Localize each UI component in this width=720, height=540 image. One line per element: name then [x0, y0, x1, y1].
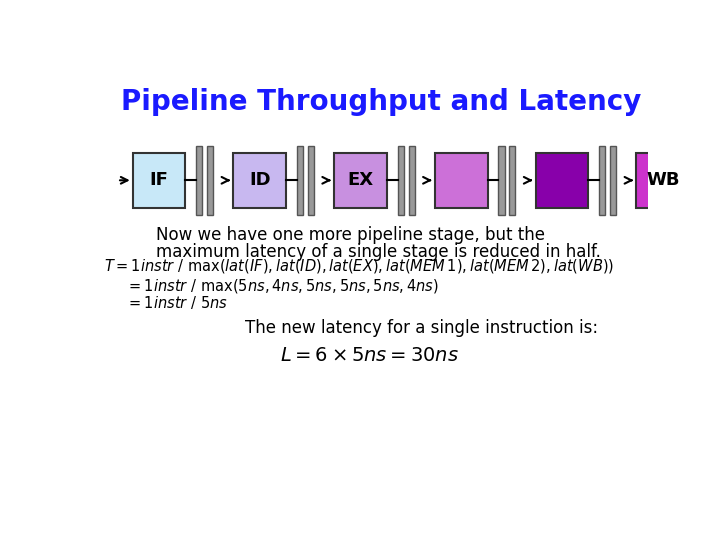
Text: The new latency for a single instruction is:: The new latency for a single instruction…: [245, 319, 598, 337]
Bar: [700, 146, 706, 215]
Bar: [408, 146, 415, 215]
Bar: [297, 146, 303, 215]
Bar: [334, 153, 387, 208]
Bar: [397, 146, 404, 215]
Bar: [536, 153, 588, 208]
Bar: [509, 146, 516, 215]
Bar: [307, 146, 314, 215]
Bar: [196, 146, 202, 215]
Bar: [233, 153, 286, 208]
Text: $T = 1instr\ /\ \mathrm{max}(lat(IF), lat(ID), lat(EX), lat(MEM\,1), lat(MEM\,2): $T = 1instr\ /\ \mathrm{max}(lat(IF), la…: [104, 257, 614, 275]
Text: WB: WB: [646, 171, 680, 190]
Bar: [610, 146, 616, 215]
Bar: [636, 153, 689, 208]
Bar: [498, 146, 505, 215]
Text: maximum latency of a single stage is reduced in half.: maximum latency of a single stage is red…: [156, 244, 600, 261]
Bar: [132, 153, 185, 208]
Text: EX: EX: [348, 171, 374, 190]
Bar: [599, 146, 606, 215]
Bar: [207, 146, 213, 215]
Bar: [711, 146, 717, 215]
Text: Pipeline Throughput and Latency: Pipeline Throughput and Latency: [121, 88, 642, 116]
Text: $= 1instr\ /\ \mathrm{max}(5ns, 4ns, 5ns, 5ns, 5ns, 4ns)$: $= 1instr\ /\ \mathrm{max}(5ns, 4ns, 5ns…: [126, 276, 438, 294]
Text: $= 1instr\ /\ 5ns$: $= 1instr\ /\ 5ns$: [126, 294, 228, 311]
Bar: [435, 153, 487, 208]
Text: IF: IF: [150, 171, 168, 190]
Text: Now we have one more pipeline stage, but the: Now we have one more pipeline stage, but…: [156, 226, 545, 245]
Text: ID: ID: [249, 171, 271, 190]
Text: $L = 6 \times 5ns = 30ns$: $L = 6 \times 5ns = 30ns$: [280, 346, 459, 365]
